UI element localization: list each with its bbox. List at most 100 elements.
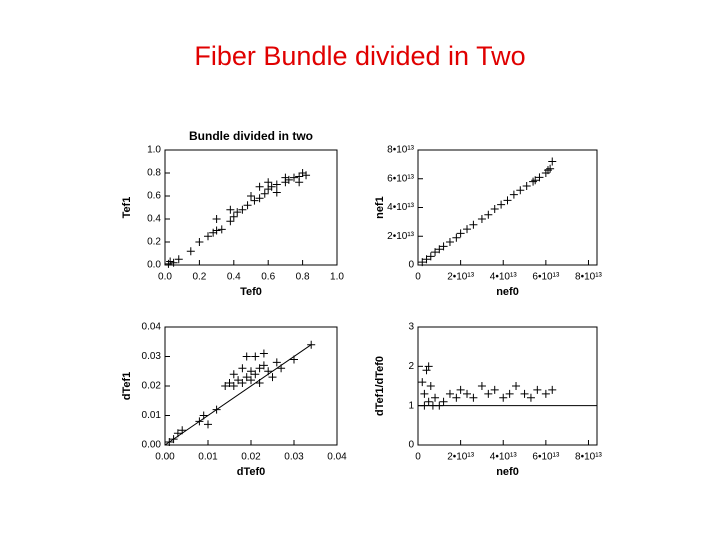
point xyxy=(420,401,429,410)
y-tick-label: 0 xyxy=(408,260,414,271)
x-axis-label: Tef0 xyxy=(240,286,262,298)
point xyxy=(238,205,247,214)
point xyxy=(255,194,264,203)
y-tick-label: 8•10¹³ xyxy=(387,145,415,156)
x-tick-label: 0.4 xyxy=(227,272,241,283)
y-tick-label: 0.0 xyxy=(147,260,161,271)
point xyxy=(290,173,298,182)
x-tick-label: 0 xyxy=(415,272,421,283)
point xyxy=(242,373,251,382)
point xyxy=(233,208,242,217)
x-tick-label: 0.02 xyxy=(241,452,261,463)
y-tick-label: 0.02 xyxy=(142,381,162,392)
point xyxy=(541,389,550,398)
x-tick-label: 0 xyxy=(415,452,421,463)
point xyxy=(204,232,212,241)
point xyxy=(456,385,465,394)
point xyxy=(548,157,557,166)
point xyxy=(267,182,276,191)
plot-frame xyxy=(164,149,338,266)
point xyxy=(505,389,514,398)
x-tick-label: 4•10¹³ xyxy=(490,272,518,283)
point xyxy=(212,405,221,414)
point xyxy=(169,435,178,444)
point xyxy=(422,366,431,375)
point xyxy=(445,389,454,398)
point xyxy=(477,382,486,390)
point xyxy=(426,252,435,261)
point xyxy=(259,361,268,370)
x-tick-label: 0.8 xyxy=(296,272,310,283)
y-tick-label: 0.2 xyxy=(147,237,161,248)
point xyxy=(251,370,260,379)
point xyxy=(418,378,427,387)
point xyxy=(195,238,204,246)
point xyxy=(250,196,259,205)
x-tick-label: 0.2 xyxy=(192,272,206,283)
x-tick-label: 0.00 xyxy=(155,452,175,463)
point xyxy=(307,340,316,349)
y-tick-label: 3 xyxy=(408,322,414,333)
point xyxy=(456,229,465,238)
point xyxy=(247,367,255,376)
point xyxy=(424,397,433,406)
point xyxy=(173,429,182,438)
point xyxy=(484,389,493,398)
y-tick-label: 0.03 xyxy=(142,351,162,362)
point xyxy=(426,382,435,390)
point xyxy=(243,201,252,210)
point xyxy=(204,420,212,429)
x-tick-label: 0.0 xyxy=(158,272,172,283)
point xyxy=(272,188,281,197)
point xyxy=(428,401,437,410)
point xyxy=(422,255,431,264)
point xyxy=(469,393,478,402)
point xyxy=(424,362,433,371)
point xyxy=(497,200,506,209)
point xyxy=(435,245,444,254)
point xyxy=(452,233,461,242)
point xyxy=(247,376,255,385)
point xyxy=(503,196,512,205)
y-axis-label: dTef1/dTef0 xyxy=(374,356,386,416)
point xyxy=(516,186,525,195)
point xyxy=(178,426,187,435)
slide-title: Fiber Bundle divided in Two xyxy=(194,41,525,71)
point xyxy=(229,212,238,221)
point xyxy=(490,385,499,394)
x-tick-label: 0.6 xyxy=(261,272,275,283)
x-tick-label: 8•10¹³ xyxy=(575,272,603,283)
point xyxy=(281,173,290,182)
y-tick-label: 0.8 xyxy=(147,168,161,179)
point xyxy=(529,177,538,186)
point xyxy=(217,225,226,234)
x-axis-label: nef0 xyxy=(496,286,519,298)
y-tick-label: 0 xyxy=(408,440,414,451)
x-tick-label: 6•10¹³ xyxy=(532,452,560,463)
point xyxy=(212,226,221,235)
point xyxy=(225,379,234,388)
x-tick-label: 0.01 xyxy=(198,452,218,463)
point xyxy=(255,364,264,373)
point xyxy=(533,385,542,394)
point xyxy=(439,242,448,251)
point xyxy=(522,181,531,190)
point xyxy=(445,238,454,246)
chart-title: Bundle divided in two xyxy=(189,129,313,143)
x-tick-label: 2•10¹³ xyxy=(447,272,475,283)
y-tick-label: 4•10¹³ xyxy=(387,202,415,213)
point xyxy=(290,355,298,364)
point xyxy=(186,247,195,256)
x-tick-label: 6•10¹³ xyxy=(532,272,560,283)
x-axis-label: dTef0 xyxy=(237,466,266,478)
point xyxy=(439,397,448,406)
point xyxy=(169,258,178,267)
point xyxy=(520,389,529,398)
point xyxy=(302,171,311,180)
x-tick-label: 2•10¹³ xyxy=(447,452,475,463)
y-tick-label: 0.01 xyxy=(142,410,162,421)
point xyxy=(431,393,440,402)
point xyxy=(264,367,273,376)
x-tick-label: 4•10¹³ xyxy=(490,452,518,463)
point xyxy=(418,258,427,267)
